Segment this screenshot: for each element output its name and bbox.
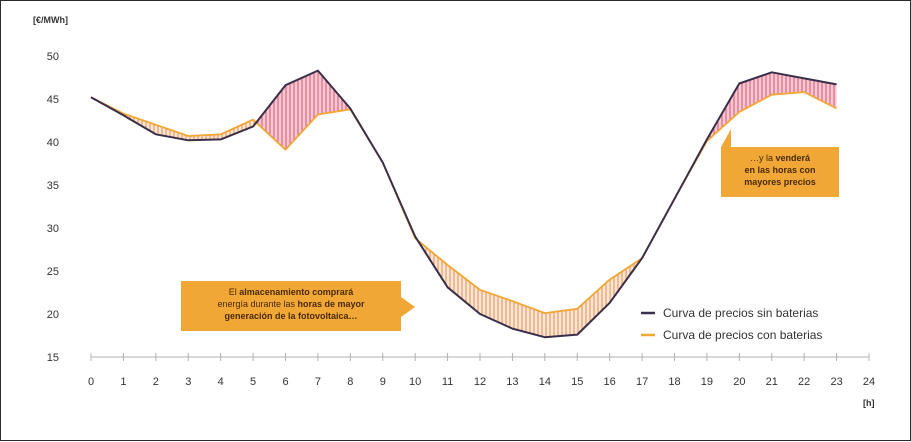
- x-tick-label: 16: [604, 376, 616, 388]
- x-tick-label: 18: [668, 376, 680, 388]
- x-tick-label: 20: [733, 376, 745, 388]
- x-tick-label: 12: [474, 376, 486, 388]
- y-tick-label: 20: [47, 309, 59, 321]
- fill-higher-with-batteries: [220, 119, 254, 140]
- callout-left-text-2: energía durante las: [217, 299, 298, 309]
- x-tick-label: 1: [120, 376, 126, 388]
- x-tick-label: 9: [380, 376, 386, 388]
- y-axis-unit-label: [€/MWh]: [33, 15, 68, 25]
- x-tick-label: 13: [506, 376, 518, 388]
- callout-right-bold-3: mayores precios: [744, 177, 816, 187]
- x-tick-label: 14: [539, 376, 551, 388]
- fill-higher-without-batteries: [804, 78, 837, 109]
- x-tick-label: 10: [409, 376, 421, 388]
- fill-higher-with-batteries: [544, 308, 578, 338]
- x-tick-label: 6: [282, 376, 288, 388]
- x-tick-label: 24: [863, 376, 875, 388]
- fill-higher-without-batteries: [771, 72, 805, 95]
- x-tick-label: 21: [766, 376, 778, 388]
- callout-left-bold-3: generación de la fotovoltaica…: [224, 311, 358, 321]
- callout-left-bold-1: almacenamiento comprará: [239, 287, 354, 297]
- fill-higher-without-batteries: [739, 72, 772, 112]
- callout-left-tail: [401, 297, 415, 317]
- x-tick-label: 2: [153, 376, 159, 388]
- x-tick-label: 4: [218, 376, 224, 388]
- x-tick-label: 11: [442, 376, 453, 388]
- fill-higher-with-batteries: [447, 264, 480, 314]
- x-axis-unit-label: [h]: [863, 398, 875, 408]
- fill-higher-without-batteries: [256, 85, 286, 150]
- legend-label-con-baterias: Curva de precios con baterias: [663, 328, 822, 342]
- x-tick-label: 17: [636, 376, 648, 388]
- series-lines: [90, 69, 838, 339]
- callout-right-bold-2: en las horas con: [744, 165, 816, 175]
- fill-higher-with-batteries: [155, 124, 189, 141]
- callout-right-text-1: …y la: [749, 153, 776, 163]
- y-tick-label: 15: [47, 352, 59, 364]
- callout-left: El almacenamiento comprará energía duran…: [181, 281, 401, 331]
- callout-left-bold-2: horas de mayor: [297, 299, 365, 309]
- x-tick-label: 8: [347, 376, 353, 388]
- x-tick-label: 19: [701, 376, 713, 388]
- fill-higher-without-batteries: [285, 70, 318, 150]
- callout-right: …y la venderá en las horas con mayores p…: [721, 147, 839, 197]
- legend: Curva de precios sin baterias Curva de p…: [641, 306, 822, 342]
- fill-higher-with-batteries: [577, 279, 610, 335]
- y-tick-label: 40: [47, 137, 59, 149]
- line-sin-baterias: [90, 69, 837, 339]
- callout-right-bold-1: venderá: [775, 153, 811, 163]
- legend-label-sin-baterias: Curva de precios sin baterias: [663, 306, 818, 320]
- x-tick-label: 23: [830, 376, 842, 388]
- fill-higher-with-batteries: [480, 289, 513, 329]
- y-tick-label: 45: [47, 94, 59, 106]
- callout-left-text-1: El: [228, 287, 240, 297]
- y-tick-label: 25: [47, 266, 59, 278]
- x-tick-label: 0: [88, 376, 94, 388]
- y-tick-label: 50: [47, 51, 59, 63]
- x-tick-label: 5: [250, 376, 256, 388]
- x-tick-label: 22: [798, 376, 810, 388]
- line-con-baterias: [90, 91, 838, 314]
- y-axis: 15 20 25 30 35 40 45 50: [47, 51, 59, 364]
- x-axis: 0 1 2 3 4 5 6 7 8 9 10 11 12 13 14 15 16 17 18 19 20 21 22 23 24: [88, 353, 875, 388]
- x-tick-label: 15: [571, 376, 583, 388]
- x-tick-label: 7: [315, 376, 321, 388]
- y-tick-label: 35: [47, 180, 59, 192]
- callout-right-tail: [721, 129, 731, 147]
- y-tick-label: 30: [47, 223, 59, 235]
- x-tick-label: 3: [185, 376, 191, 388]
